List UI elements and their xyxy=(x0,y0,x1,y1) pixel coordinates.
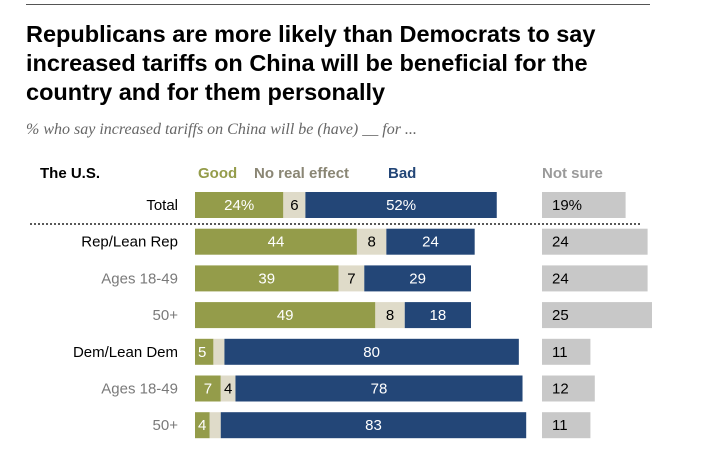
chart-title: Republicans are more likely than Democra… xyxy=(26,21,596,105)
section-label: The U.S. xyxy=(40,165,100,182)
row-label: 50+ xyxy=(153,417,179,434)
label-good: 7 xyxy=(204,381,212,398)
label-not-sure: 11 xyxy=(552,417,568,434)
label-no-effect: 8 xyxy=(367,234,375,251)
label-bad: 18 xyxy=(430,307,447,324)
label-not-sure: 24 xyxy=(552,270,569,287)
label-good: 24% xyxy=(224,197,254,214)
label-bad: 78 xyxy=(371,381,388,398)
bar-good xyxy=(195,412,210,439)
label-good: 5 xyxy=(198,344,206,361)
bar-not-sure xyxy=(542,412,591,439)
row-label: 50+ xyxy=(153,307,179,324)
label-good: 49 xyxy=(277,307,294,324)
label-no-effect: 7 xyxy=(347,270,355,287)
row-label: Rep/Lean Rep xyxy=(81,234,178,251)
bar-good xyxy=(195,192,284,218)
bar-bad xyxy=(220,412,527,439)
row-label: Dem/Lean Dem xyxy=(73,344,178,361)
bar-not-sure xyxy=(542,265,648,292)
bar-bad xyxy=(305,192,497,218)
legend-good: Good xyxy=(198,165,237,182)
label-bad: 24 xyxy=(422,234,439,251)
top-rule xyxy=(26,4,650,5)
label-bad: 83 xyxy=(365,417,382,434)
bar-bad xyxy=(235,375,523,402)
bar-no-effect xyxy=(283,192,306,218)
bar-bad xyxy=(404,302,471,329)
bar-no-effect xyxy=(213,338,225,365)
label-good: 44 xyxy=(268,234,285,251)
label-bad: 80 xyxy=(363,344,380,361)
bar-not-sure xyxy=(542,228,648,255)
row-label: Ages 18-49 xyxy=(101,270,178,287)
bar-not-sure xyxy=(542,338,591,365)
row-label: Total xyxy=(146,197,178,214)
bar-bad xyxy=(386,228,475,255)
bar-no-effect xyxy=(356,228,387,255)
bar-good xyxy=(195,375,221,402)
legend-no-real-effect: No real effect xyxy=(254,165,349,182)
bar-bad xyxy=(224,338,519,365)
bar-not-sure xyxy=(542,192,626,218)
label-not-sure: 24 xyxy=(552,234,569,251)
label-not-sure: 12 xyxy=(552,381,569,398)
bar-no-effect xyxy=(375,302,405,329)
bar-no-effect xyxy=(220,375,236,402)
row-label: Ages 18-49 xyxy=(101,381,178,398)
legend-bad: Bad xyxy=(388,165,416,182)
label-no-effect: 4 xyxy=(224,381,232,398)
label-bad: 29 xyxy=(409,270,426,287)
label-good: 39 xyxy=(258,270,275,287)
bar-good xyxy=(195,302,376,329)
chart-subtitle: % who say increased tariffs on China wil… xyxy=(26,121,417,138)
bar-no-effect xyxy=(209,412,221,439)
legend-not-sure: Not sure xyxy=(542,165,603,182)
bar-good xyxy=(195,228,357,255)
label-no-effect: 6 xyxy=(290,197,298,214)
bar-no-effect xyxy=(338,265,365,292)
bar-bad xyxy=(364,265,471,292)
bar-good xyxy=(195,338,214,365)
bar-not-sure xyxy=(542,375,595,402)
label-bad: 52% xyxy=(386,197,416,214)
label-not-sure: 11 xyxy=(552,344,568,361)
bar-good xyxy=(195,265,339,292)
bar-not-sure xyxy=(542,302,652,329)
label-not-sure: 19% xyxy=(552,197,582,214)
label-good: 4 xyxy=(198,417,206,434)
label-not-sure: 25 xyxy=(552,307,569,324)
label-no-effect: 8 xyxy=(386,307,394,324)
